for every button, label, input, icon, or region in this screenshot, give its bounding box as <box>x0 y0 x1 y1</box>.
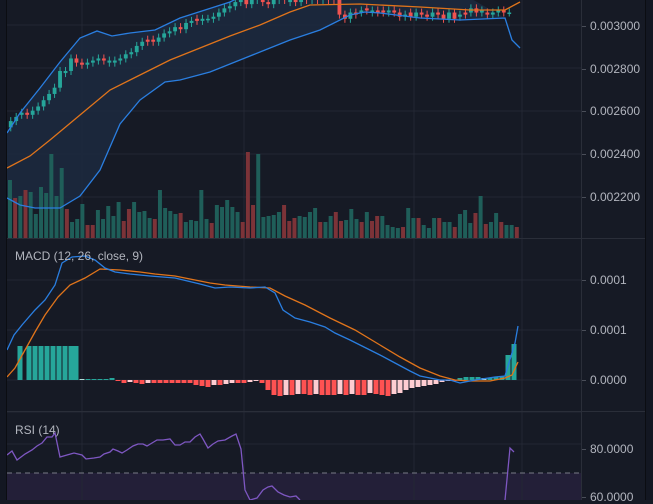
rsi-pane[interactable] <box>7 412 581 500</box>
pane-separator[interactable] <box>7 238 645 239</box>
rsi-tick: 80.0000 <box>582 442 633 456</box>
macd-legend[interactable]: MACD (12, 26, close, 9) <box>15 249 144 263</box>
price-tick: 0.002600 <box>582 104 640 118</box>
rsi-legend[interactable]: RSI (14) <box>15 423 60 437</box>
macd-pane[interactable] <box>7 239 581 411</box>
price-tick: 0.003000 <box>582 19 640 33</box>
left-border <box>0 0 7 500</box>
rsi-plot <box>7 412 581 500</box>
price-tick: 0.002400 <box>582 147 640 161</box>
macd-plot <box>7 239 581 411</box>
macd-axis[interactable]: 0.0001 0.0001 0.0000 <box>581 239 646 411</box>
price-tick: 0.002800 <box>582 62 640 76</box>
price-pane[interactable] <box>7 0 581 238</box>
macd-tick: 0.0001 <box>582 273 627 287</box>
macd-tick: 0.0001 <box>582 323 627 337</box>
price-tick: 0.002200 <box>582 190 640 204</box>
rsi-axis[interactable]: 80.0000 60.0000 <box>581 412 646 504</box>
price-plot <box>7 0 581 238</box>
macd-tick: 0.0000 <box>582 373 627 387</box>
right-border <box>645 0 653 500</box>
rsi-tick: 60.0000 <box>582 490 633 504</box>
price-axis[interactable]: 0.003000 0.002800 0.002600 0.002400 0.00… <box>581 0 646 238</box>
